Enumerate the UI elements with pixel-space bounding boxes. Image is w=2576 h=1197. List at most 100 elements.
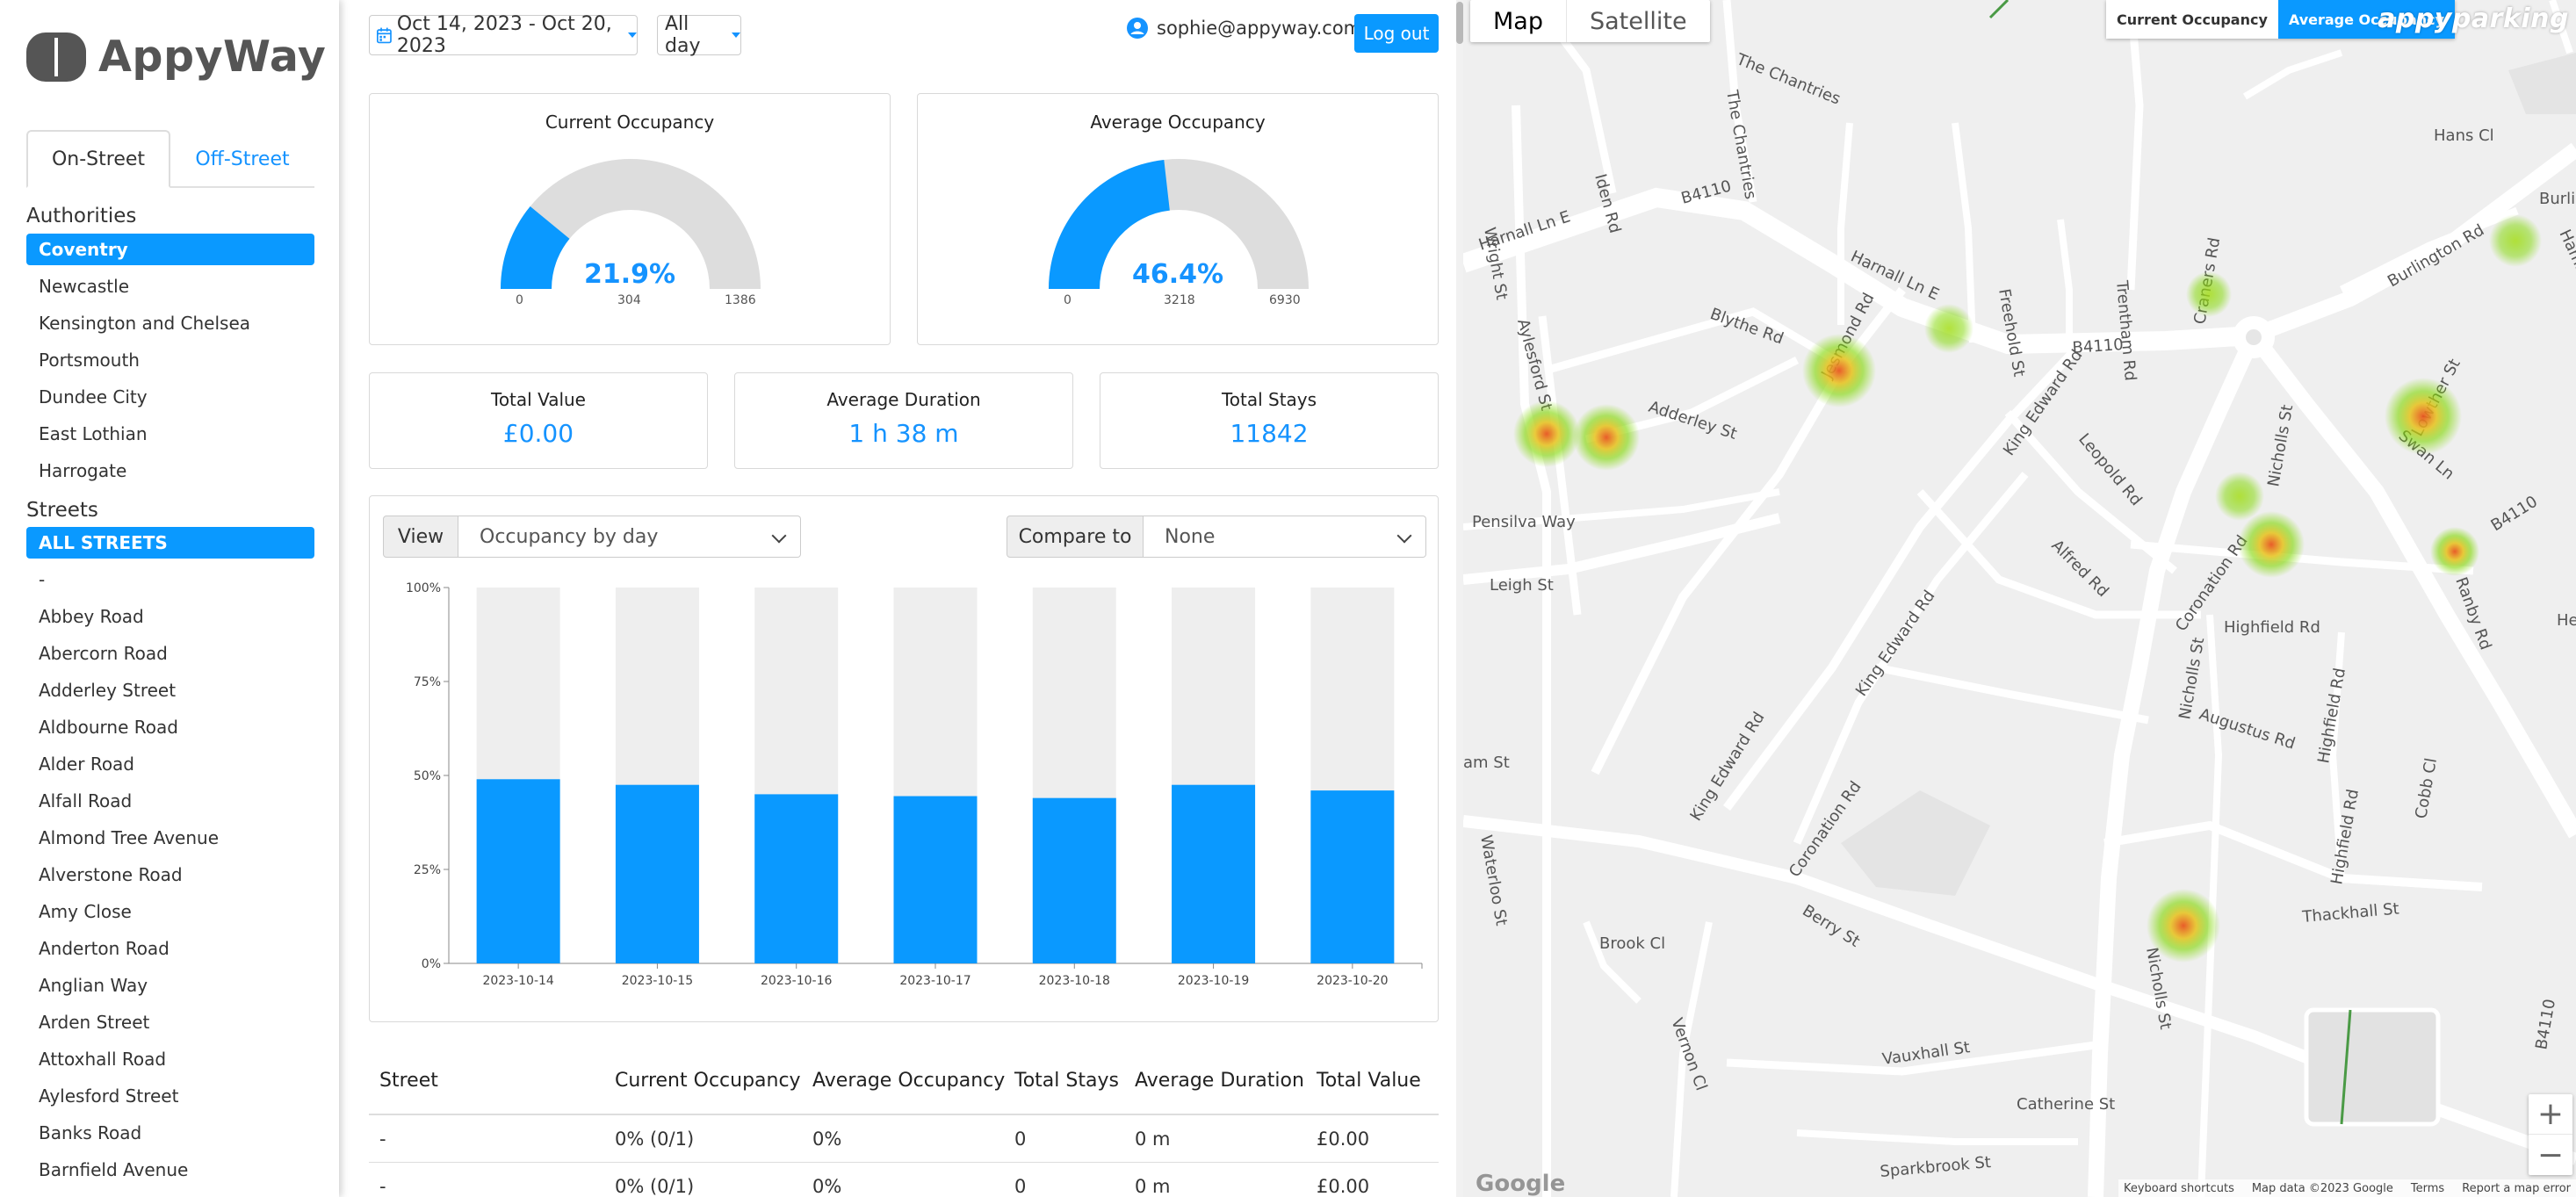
street-label: Trentham Rd: [2112, 279, 2139, 382]
calendar-icon: [377, 27, 392, 44]
zoom-in-button[interactable]: +: [2529, 1094, 2572, 1135]
tab-off-street[interactable]: Off-Street: [195, 148, 290, 170]
authority-item-harrogate[interactable]: Harrogate: [39, 460, 127, 481]
map-type-control: Map Satellite: [1470, 0, 1710, 42]
gauge-max-label: 6930: [1269, 293, 1301, 307]
time-range-text: All day: [665, 13, 701, 57]
street-label: Vernon Cl: [1667, 1016, 1710, 1093]
table-row[interactable]: - 0% (0/1) 0% 0 0 m £0.00: [369, 1115, 1439, 1163]
street-label: Cobb Cl: [2412, 757, 2441, 820]
street-item-arden-street[interactable]: Arden Street: [39, 1012, 150, 1033]
street-item-alverstone-road[interactable]: Alverstone Road: [39, 864, 183, 885]
y-tick-label: 25%: [414, 863, 441, 877]
table-cell: 0%: [812, 1128, 842, 1150]
table-row[interactable]: - 0% (0/1) 0% 0 0 m £0.00: [369, 1163, 1439, 1197]
column-header[interactable]: Average Occupancy: [812, 1069, 1006, 1092]
street-item-abbey-road[interactable]: Abbey Road: [39, 606, 144, 627]
authority-item-kensington-and-chelsea[interactable]: Kensington and Chelsea: [39, 313, 251, 334]
appyway-logo-icon: [26, 32, 86, 82]
street-item-amy-close[interactable]: Amy Close: [39, 901, 132, 922]
report-map-error-link[interactable]: Report a map error: [2462, 1181, 2571, 1195]
street-item-anglian-way[interactable]: Anglian Way: [39, 975, 148, 996]
average-occupancy-gauge: [1049, 159, 1309, 289]
current-occupancy-layer-button[interactable]: Current Occupancy: [2106, 0, 2278, 39]
x-tick-label: 2023-10-18: [1039, 974, 1110, 988]
street-item-banks-road[interactable]: Banks Road: [39, 1122, 142, 1143]
average-duration-card: Average Duration 1 h 38 m: [734, 372, 1073, 469]
bar: [754, 794, 839, 963]
column-header[interactable]: Current Occupancy: [615, 1069, 801, 1092]
street-item-all-streets[interactable]: ALL STREETS: [26, 527, 314, 559]
map-type-map-button[interactable]: Map: [1493, 7, 1543, 35]
street-item-adderley-street[interactable]: Adderley Street: [39, 680, 177, 701]
date-range-text: Oct 14, 2023 - Oct 20, 2023: [396, 13, 612, 57]
street-label: Burlingt: [2539, 190, 2576, 208]
view-select-value: Occupancy by day: [480, 525, 659, 548]
table-cell: 0: [1014, 1128, 1027, 1150]
street-label: Pensilva Way: [1472, 513, 1576, 531]
bar: [476, 779, 560, 963]
table-cell: -: [379, 1175, 386, 1197]
authority-item-coventry[interactable]: Coventry: [26, 234, 314, 265]
street-item-attoxhall-road[interactable]: Attoxhall Road: [39, 1049, 167, 1070]
map-data-credit: Map data ©2023 Google: [2251, 1181, 2393, 1195]
x-tick-label: 2023-10-17: [899, 974, 971, 988]
authority-item-portsmouth[interactable]: Portsmouth: [39, 350, 140, 371]
street-item-anderton-road[interactable]: Anderton Road: [39, 938, 170, 959]
view-label: View: [383, 516, 458, 558]
occupancy-bar-chart: 0% 25% 50% 75% 100% 2023-10-14 2023-10-15 2023-…: [406, 581, 1423, 988]
map-type-satellite-button[interactable]: Satellite: [1565, 0, 1710, 42]
gauge-max-label: 1386: [725, 293, 756, 307]
table-cell: 0 m: [1135, 1128, 1171, 1150]
authority-item-east-lothian[interactable]: East Lothian: [39, 423, 148, 444]
gauge-track: [501, 159, 761, 289]
street-item-almond-tree-avenue[interactable]: Almond Tree Avenue: [39, 827, 220, 848]
total-value-card: Total Value £0.00: [369, 372, 708, 469]
app-logo[interactable]: AppyWay: [26, 32, 326, 82]
compare-select[interactable]: None: [1144, 516, 1426, 558]
caret-down-icon: [732, 32, 740, 38]
average-occupancy-title: Average Occupancy: [1090, 112, 1266, 133]
gauge-mid-label: 304: [617, 293, 641, 307]
gauge-fill: [1049, 159, 1170, 289]
logout-button[interactable]: Log out: [1354, 14, 1439, 53]
zoom-control: + −: [2529, 1094, 2572, 1175]
table-cell: £0.00: [1317, 1175, 1370, 1197]
street-item-barnfield-avenue[interactable]: Barnfield Avenue: [39, 1159, 189, 1180]
column-header[interactable]: Total Value: [1317, 1069, 1421, 1092]
total-stays-value: 11842: [1230, 419, 1309, 448]
zoom-out-button[interactable]: −: [2536, 1136, 2565, 1173]
time-range-select[interactable]: All day: [657, 13, 741, 57]
main-scrollbar-thumb[interactable]: [1456, 2, 1463, 44]
table-cell: 0: [1014, 1175, 1027, 1197]
authority-item-dundee-city[interactable]: Dundee City: [39, 386, 148, 407]
street-item-abercorn-road[interactable]: Abercorn Road: [39, 643, 168, 664]
street-item-alfall-road[interactable]: Alfall Road: [39, 790, 133, 811]
table-cell: -: [379, 1128, 386, 1150]
street-item-aylesford-street[interactable]: Aylesford Street: [39, 1085, 179, 1107]
column-header[interactable]: Average Duration: [1135, 1069, 1304, 1092]
street-item-alder-road[interactable]: Alder Road: [39, 754, 135, 775]
average-occupancy-layer-button[interactable]: Average Occupancy: [2277, 0, 2456, 39]
occupancy-layer-toggle: Current Occupancy Average Occupancy: [2106, 0, 2456, 39]
user-icon: [1127, 18, 1148, 39]
column-header[interactable]: Street: [379, 1069, 438, 1092]
bar: [893, 796, 978, 963]
date-range-picker[interactable]: Oct 14, 2023 - Oct 20, 2023: [369, 13, 638, 57]
terms-link[interactable]: Terms: [2410, 1181, 2445, 1195]
authority-item-newcastle[interactable]: Newcastle: [39, 276, 129, 297]
tab-on-street[interactable]: On-Street: [26, 130, 170, 188]
streets-heading: Streets: [26, 499, 98, 522]
occupancy-heat-map[interactable]: The Chantries Iden Rd B4110 Harnall Ln E Ayl…: [1463, 0, 2576, 1197]
street-item-aldbourne-road[interactable]: Aldbourne Road: [39, 717, 178, 738]
x-tick-label: 2023-10-15: [622, 974, 693, 988]
view-select[interactable]: Occupancy by day: [458, 516, 801, 558]
column-header[interactable]: Total Stays: [1014, 1069, 1119, 1092]
compare-select-value: None: [1165, 525, 1216, 548]
user-email: sophie@appyway.com: [1157, 18, 1362, 39]
keyboard-shortcuts-link[interactable]: Keyboard shortcuts: [2123, 1181, 2234, 1195]
total-value-value: £0.00: [502, 419, 574, 448]
street-item-dash-1[interactable]: -: [39, 569, 46, 590]
main-scrollbar[interactable]: [1456, 0, 1463, 1197]
